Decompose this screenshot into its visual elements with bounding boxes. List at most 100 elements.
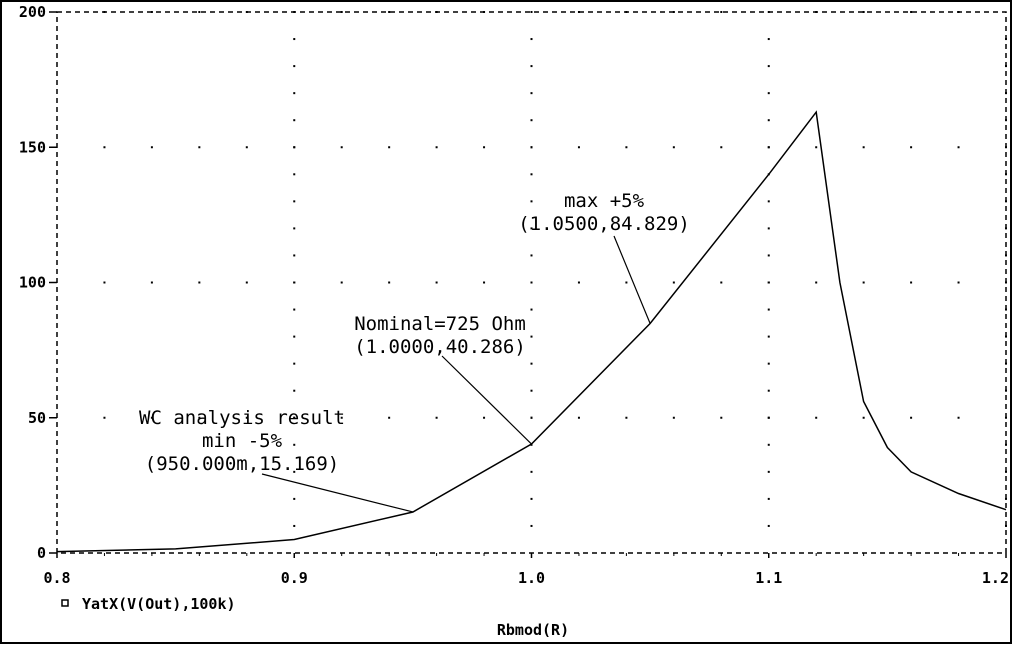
grid-dot — [483, 281, 486, 284]
grid-dot — [672, 146, 675, 149]
grid-dot — [530, 416, 533, 419]
annotation-text: (950.000m,15.169) — [145, 453, 339, 475]
grid-dot — [293, 38, 296, 41]
grid-dot — [530, 38, 533, 41]
grid-dot — [150, 11, 153, 13]
annotations: max +5%(1.0500,84.829) Nominal=725 Ohm(1.… — [139, 190, 690, 513]
grid-dot — [530, 389, 533, 392]
grid-dot — [862, 11, 865, 13]
grid-dot — [1005, 308, 1007, 311]
grid-dot — [530, 119, 533, 122]
grid-dot — [530, 146, 533, 149]
grid-dot — [293, 497, 296, 500]
grid-dot — [245, 146, 248, 149]
grid-dot — [340, 11, 343, 13]
grid-dot — [293, 92, 296, 95]
grid-dot — [577, 146, 580, 149]
grid-dot — [767, 416, 770, 419]
grid-dot — [293, 119, 296, 122]
grid-dot — [767, 38, 770, 41]
grid-dot — [767, 362, 770, 365]
grid-dot — [767, 497, 770, 500]
grid-dot — [672, 11, 675, 13]
y-tick-label: 0 — [37, 544, 46, 562]
grid-dot — [862, 281, 865, 284]
grid-dot — [767, 254, 770, 257]
grid-dot — [293, 200, 296, 203]
grid-dot — [103, 416, 106, 419]
y-tick-label: 200 — [19, 3, 46, 21]
annotation-leader — [613, 235, 651, 324]
grid-dot — [720, 11, 723, 13]
x-tick-label: 1.1 — [755, 569, 782, 587]
grid-dot — [1005, 254, 1007, 257]
grid-dot — [198, 281, 201, 284]
grid-dot — [530, 335, 533, 338]
grid-dot — [1005, 38, 1007, 41]
x-tick-label: 1.0 — [518, 569, 545, 587]
grid-dot — [483, 146, 486, 149]
grid-dot — [388, 11, 391, 13]
grid-dot — [530, 11, 533, 13]
grid-dot — [815, 146, 818, 149]
x-axis-label: Rbmod(R) — [497, 621, 569, 639]
grid-dot — [245, 281, 248, 284]
annotation-text: max +5% — [564, 190, 645, 212]
legend[interactable]: YatX(V(Out),100k) — [61, 595, 236, 613]
grid-dot — [530, 470, 533, 473]
grid-dot — [767, 308, 770, 311]
grid-dot — [435, 146, 438, 149]
annotation-leader — [261, 473, 414, 513]
grid-dot — [150, 281, 153, 284]
outer-frame — [0, 0, 1012, 644]
grid-dot — [720, 416, 723, 419]
grid-dot — [293, 281, 296, 284]
grid-dot — [767, 389, 770, 392]
grid-dot — [815, 281, 818, 284]
x-tick-label: 0.9 — [281, 569, 308, 587]
grid-dot — [340, 146, 343, 149]
grid-dot — [957, 416, 960, 419]
grid-dot — [767, 281, 770, 284]
grid-dot — [388, 146, 391, 149]
grid — [103, 11, 1007, 527]
grid-dot — [245, 416, 248, 419]
grid-dot — [957, 146, 960, 149]
grid-dot — [720, 146, 723, 149]
grid-dot — [435, 416, 438, 419]
grid-dot — [293, 11, 296, 13]
y-tick-label: 150 — [19, 138, 46, 156]
grid-dot — [293, 173, 296, 176]
grid-dot — [767, 227, 770, 230]
grid-dot — [1005, 362, 1007, 365]
grid-dot — [1005, 335, 1007, 338]
grid-dot — [1005, 146, 1007, 149]
grid-dot — [530, 281, 533, 284]
y-axis: 0 50 100 150 200 — [19, 3, 57, 562]
x-tick-label: 0.8 — [43, 569, 70, 587]
grid-dot — [293, 470, 296, 473]
grid-dot — [530, 65, 533, 68]
grid-dot — [1005, 389, 1007, 392]
grid-dot — [672, 281, 675, 284]
grid-dot — [1005, 416, 1007, 419]
grid-dot — [1005, 227, 1007, 230]
grid-dot — [435, 281, 438, 284]
grid-dot — [530, 200, 533, 203]
grid-dot — [103, 11, 106, 13]
grid-dot — [862, 146, 865, 149]
grid-dot — [150, 416, 153, 419]
grid-dot — [1005, 497, 1007, 500]
grid-dot — [957, 281, 960, 284]
grid-dot — [1005, 92, 1007, 95]
grid-dot — [767, 443, 770, 446]
grid-dot — [577, 281, 580, 284]
grid-dot — [625, 11, 628, 13]
grid-dot — [293, 254, 296, 257]
grid-dot — [672, 416, 675, 419]
grid-dot — [293, 335, 296, 338]
grid-dot — [862, 416, 865, 419]
grid-dot — [577, 416, 580, 419]
